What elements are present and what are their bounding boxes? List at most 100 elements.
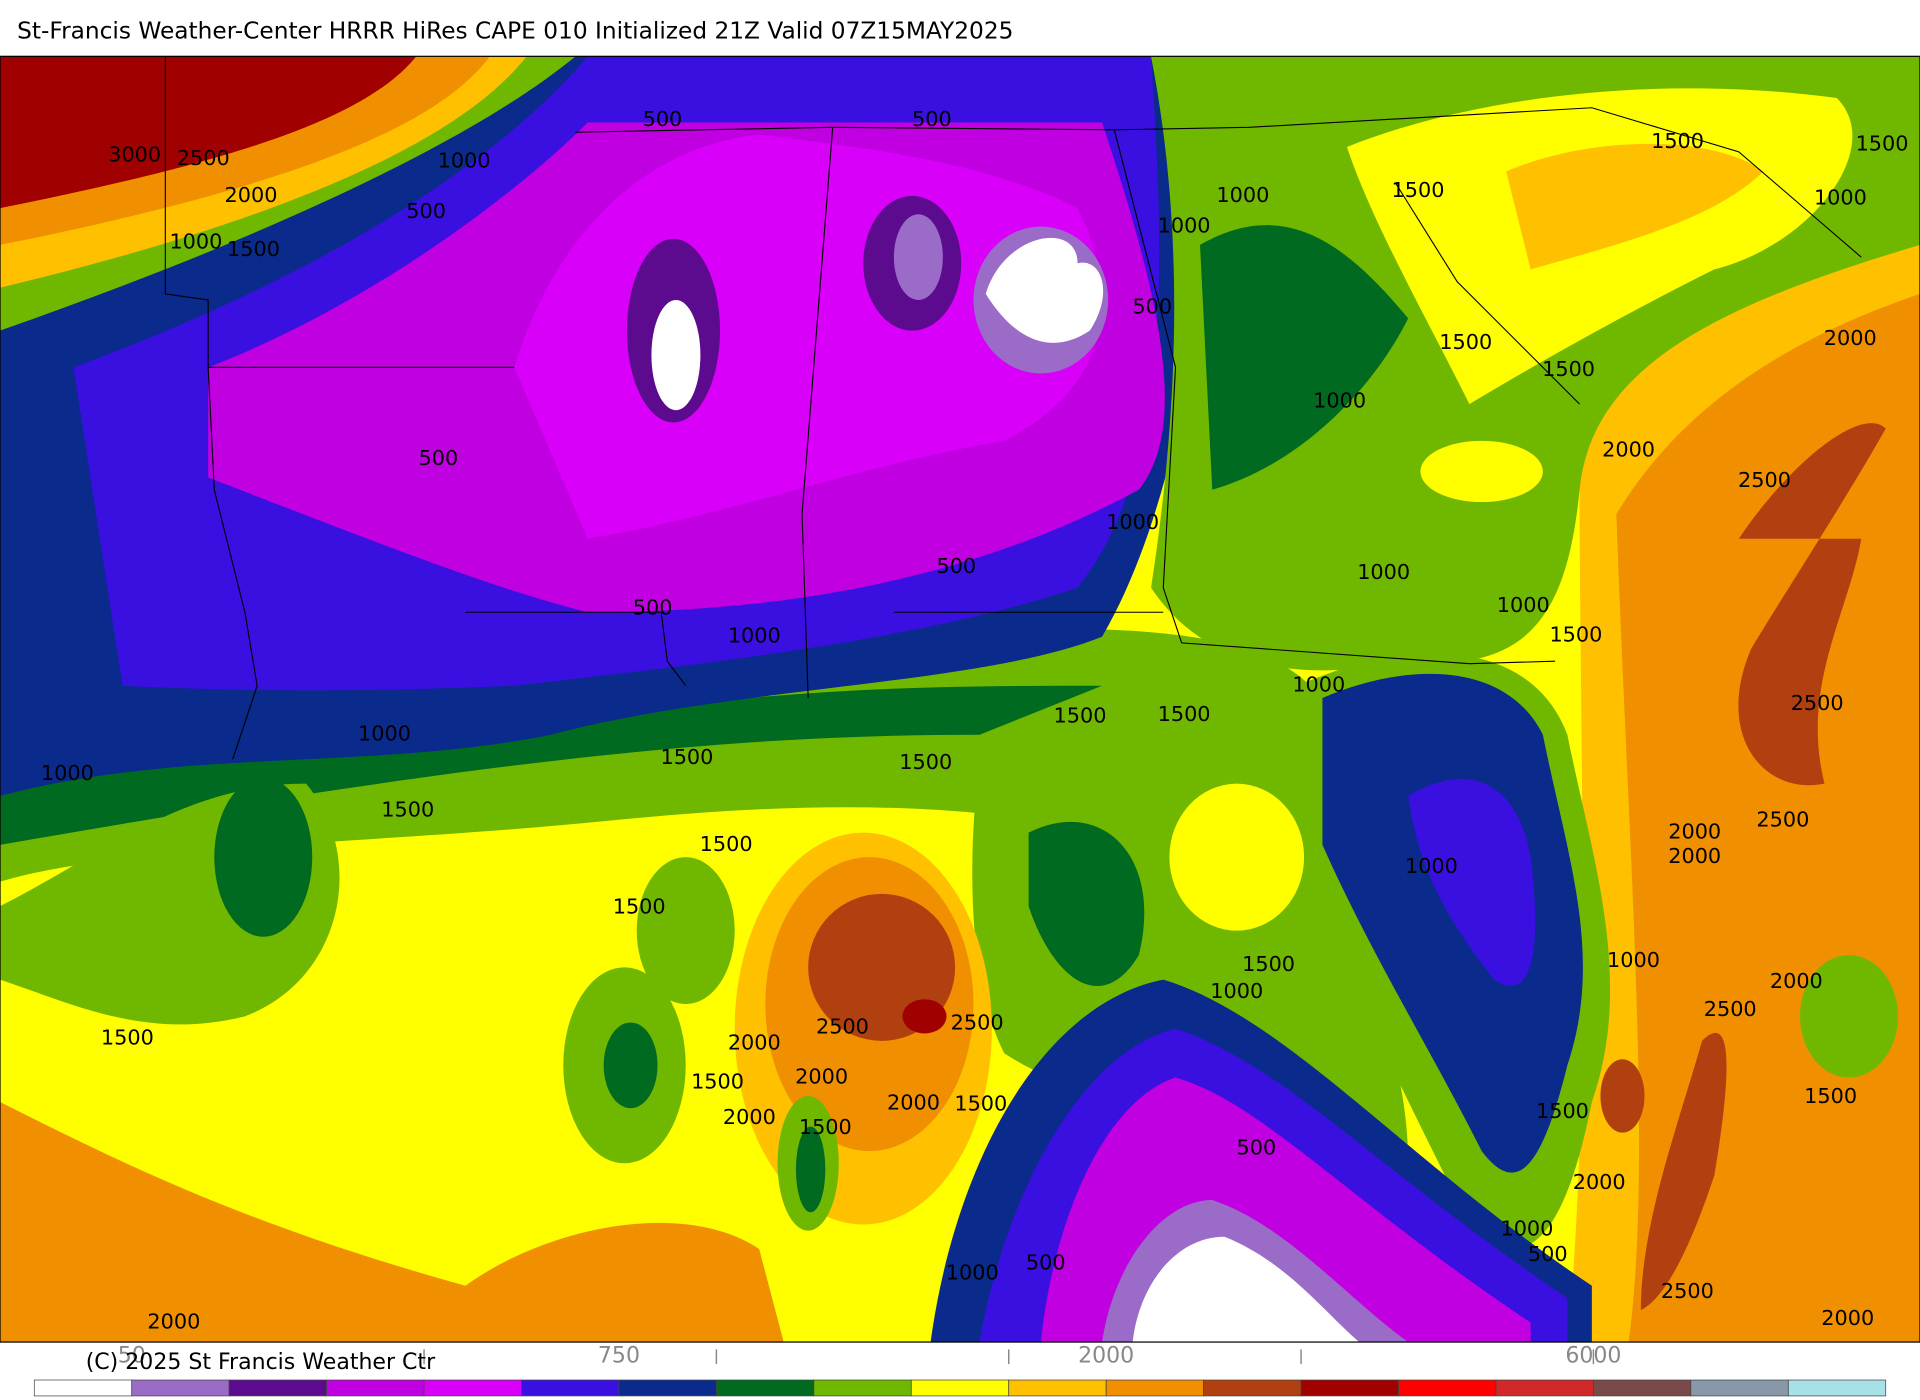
colorbar-swatch — [326, 1379, 425, 1397]
colorbar-swatch — [1105, 1379, 1204, 1397]
contour-label: 2500 — [951, 1011, 1004, 1035]
contour-label: 1500 — [1392, 178, 1445, 202]
contour-label: 500 — [643, 107, 683, 131]
colorbar-swatch — [521, 1379, 620, 1397]
contour-label: 500 — [1528, 1242, 1568, 1266]
contour-label: 1000 — [1158, 214, 1211, 238]
contour-label: 1000 — [438, 149, 491, 173]
colorbar-swatch — [33, 1379, 133, 1397]
contour-label: 1000 — [1106, 510, 1159, 534]
contour-label: 1000 — [728, 624, 781, 648]
contour-label: 2000 — [887, 1090, 940, 1114]
contour-label: 2000 — [795, 1065, 848, 1089]
contour-label: 2500 — [1661, 1279, 1714, 1303]
contour-label: 1000 — [1313, 389, 1366, 413]
contour-label: 2000 — [147, 1309, 200, 1333]
contour-label: 2500 — [1791, 691, 1844, 715]
colorbar-swatch — [1398, 1379, 1497, 1397]
contour-label: 1500 — [101, 1025, 154, 1049]
contour-label: 2000 — [723, 1105, 776, 1129]
copyright: (C) 2025 St Francis Weather Ctr — [86, 1350, 436, 1375]
contour-label: 1000 — [1357, 560, 1410, 584]
contour-label: 2500 — [1738, 468, 1791, 492]
colorbar-swatch — [1690, 1379, 1789, 1397]
contour-label: 1500 — [613, 894, 666, 918]
contour-label: 2500 — [1704, 997, 1757, 1021]
contour-label: 1500 — [660, 745, 713, 769]
colorbar: 50 750 2000 6000 — [33, 1344, 1887, 1397]
contour-label: 500 — [1132, 294, 1172, 318]
colorbar-swatch — [1008, 1379, 1107, 1397]
contour-label: 1500 — [954, 1091, 1007, 1115]
colorbar-swatch — [423, 1379, 522, 1397]
colorbar-swatch — [813, 1379, 912, 1397]
colorbar-swatch — [228, 1379, 327, 1397]
contour-label: 500 — [419, 446, 459, 470]
contour-label: 500 — [1026, 1251, 1066, 1275]
contour-label: 2000 — [1668, 844, 1721, 868]
contour-label: 1000 — [946, 1260, 999, 1284]
contour-label: 1000 — [1405, 854, 1458, 878]
contour-label: 2000 — [1824, 326, 1877, 350]
colorbar-swatch — [1593, 1379, 1692, 1397]
colorbar-swatch — [1787, 1379, 1887, 1397]
contour-label: 1500 — [381, 798, 434, 822]
contour-label: 2500 — [177, 146, 230, 170]
contour-label: 1000 — [1500, 1216, 1553, 1240]
colorbar-label: 6000 — [1565, 1344, 1621, 1369]
contour-label: 1000 — [41, 761, 94, 785]
contour-label: 500 — [1236, 1136, 1276, 1160]
contour-label: 1500 — [1549, 623, 1602, 647]
contour-label: 3000 — [108, 143, 161, 167]
state-borders — [164, 56, 1862, 760]
contour-label: 1500 — [691, 1069, 744, 1093]
map-title: St-Francis Weather-Center HRRR HiRes CAP… — [17, 17, 1013, 44]
contour-label: 1000 — [1216, 183, 1269, 207]
contour-label: 2000 — [728, 1030, 781, 1054]
colorbar-swatch — [1203, 1379, 1302, 1397]
contour-label: 500 — [912, 107, 952, 131]
contour-label: 1000 — [1814, 185, 1867, 209]
contour-label: 1500 — [799, 1115, 852, 1139]
contour-label: 2000 — [1770, 969, 1823, 993]
contour-label: 1500 — [1536, 1099, 1589, 1123]
contour-label: 1500 — [1856, 131, 1909, 155]
contour-label: 1500 — [899, 750, 952, 774]
contour-label: 1000 — [1607, 948, 1660, 972]
contour-label: 2000 — [225, 183, 278, 207]
colorbar-label: 2000 — [1078, 1344, 1134, 1369]
contour-label: 2500 — [816, 1014, 869, 1038]
contour-label: 500 — [406, 199, 446, 223]
contour-label: 1500 — [1158, 702, 1211, 726]
contour-label: 1500 — [1651, 129, 1704, 153]
colorbar-swatch — [618, 1379, 717, 1397]
contour-label: 1500 — [1439, 330, 1492, 354]
colorbar-swatch — [910, 1379, 1010, 1397]
contour-label: 1000 — [1210, 979, 1263, 1003]
contour-label: 1500 — [700, 832, 753, 856]
contour-label: 1000 — [1497, 593, 1550, 617]
colorbar-swatch — [1495, 1379, 1594, 1397]
contour-label: 1500 — [1054, 703, 1107, 727]
colorbar-swatch — [716, 1379, 815, 1397]
colorbar-label: 50 — [118, 1344, 146, 1369]
contour-label: 500 — [936, 554, 976, 578]
colorbar-label: 750 — [598, 1344, 640, 1369]
contour-label: 1500 — [1804, 1084, 1857, 1108]
contour-label: 2500 — [1756, 807, 1809, 831]
contour-label: 1000 — [358, 722, 411, 746]
colorbar-swatch — [1300, 1379, 1399, 1397]
contour-label: 2000 — [1602, 438, 1655, 462]
contour-label: 2000 — [1821, 1306, 1874, 1330]
map-root: St-Francis Weather-Center HRRR HiRes CAP… — [0, 17, 1920, 1397]
contour-label: 1000 — [1292, 673, 1345, 697]
contour-label: 2000 — [1573, 1170, 1626, 1194]
contour-label: 1500 — [1242, 952, 1295, 976]
contour-label: 1500 — [227, 237, 280, 261]
contour-label: 1500 — [1542, 357, 1595, 381]
cape-field — [0, 55, 1920, 1343]
contour-label: 500 — [633, 596, 673, 620]
contour-label: 1000 — [169, 229, 222, 253]
